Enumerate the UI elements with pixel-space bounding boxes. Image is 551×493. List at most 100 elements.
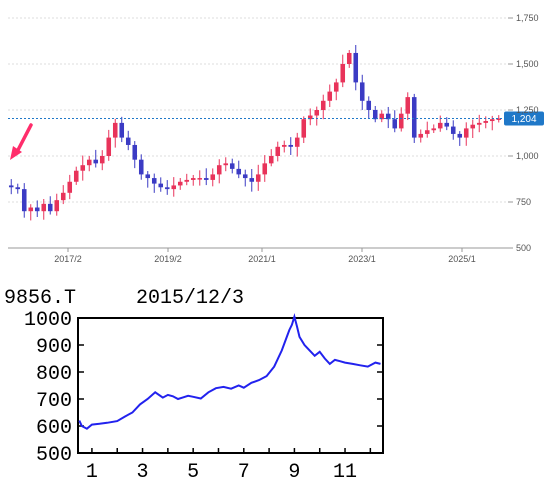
x-tick-label: 1 <box>86 461 98 484</box>
candle-body <box>216 165 222 175</box>
candle-body <box>164 187 170 190</box>
y-tick-label: 900 <box>36 336 72 359</box>
candle-body <box>268 156 274 164</box>
x-tick-label: 2025/1 <box>448 254 476 264</box>
candle-body <box>496 118 502 120</box>
candle-body <box>301 119 307 138</box>
candle-body <box>15 187 21 190</box>
x-tick-label: 2019/2 <box>154 254 182 264</box>
x-tick-label: 7 <box>238 461 250 484</box>
candle-body <box>457 133 463 138</box>
y-tick-label: 1,500 <box>516 59 539 69</box>
x-tick-label: 2017/2 <box>54 254 82 264</box>
chart-date: 2015/12/3 <box>136 287 244 310</box>
candle-body <box>366 100 372 110</box>
candlestick-series <box>8 44 502 221</box>
candle-body <box>444 122 450 127</box>
candle-body <box>119 122 125 138</box>
candle-body <box>320 100 326 110</box>
candle-body <box>54 200 60 212</box>
candle-body <box>249 178 255 182</box>
candle-body <box>47 203 53 212</box>
candle-body <box>171 185 177 190</box>
candle-body <box>476 122 482 125</box>
line-chart-tick-marks <box>78 317 383 454</box>
line-chart-y-tick-labels: 500 600 700 800 900 1000 <box>24 309 72 467</box>
y-tick-label: 500 <box>516 243 531 253</box>
candle-body <box>229 163 235 169</box>
candle-body <box>333 82 339 92</box>
candle-body <box>145 174 151 179</box>
line-chart-plot-frame <box>77 317 384 454</box>
x-tick-label: 9 <box>288 461 300 484</box>
candle-body <box>73 170 79 182</box>
candlestick-x-tick-labels: 2017/2 2019/2 2021/1 2023/1 2025/1 <box>54 254 476 264</box>
candle-body <box>158 183 164 188</box>
candle-body <box>392 119 398 129</box>
candle-body <box>223 163 229 166</box>
candle-body <box>489 119 495 122</box>
candle-body <box>28 207 34 212</box>
candle-body <box>340 64 346 83</box>
ticker-symbol: 9856.T <box>4 287 76 310</box>
x-tick-label: 5 <box>187 461 199 484</box>
candlestick-gridlines <box>8 17 513 252</box>
candlestick-y-tick-labels: 500 750 1,000 1,250 1,500 1,750 <box>516 13 539 253</box>
y-tick-label: 500 <box>36 444 72 467</box>
candle-body <box>80 165 86 171</box>
candle-body <box>398 113 404 129</box>
x-tick-label: 3 <box>137 461 149 484</box>
candle-body <box>8 185 14 188</box>
candle-body <box>41 203 47 212</box>
candle-body <box>99 156 105 164</box>
candle-body <box>281 144 287 147</box>
y-tick-label: 1,000 <box>516 151 539 161</box>
candle-body <box>307 115 313 120</box>
candle-body <box>255 174 261 182</box>
candle-body <box>197 178 203 180</box>
candle-body <box>288 144 294 147</box>
line-chart: 9856.T 2015/12/3 500 600 700 800 900 1000 1 3 5… <box>4 287 384 484</box>
candle-body <box>346 52 352 64</box>
candle-body <box>418 133 424 138</box>
candle-body <box>450 126 456 134</box>
candle-body <box>93 159 99 164</box>
candle-body <box>86 159 92 166</box>
y-tick-label: 600 <box>36 417 72 440</box>
current-price-badge: 1,204 <box>504 111 544 126</box>
candle-body <box>151 178 157 184</box>
candle-body <box>190 178 196 180</box>
y-tick-label: 1,250 <box>516 105 539 115</box>
x-tick-label: 2023/1 <box>348 254 376 264</box>
candle-body <box>424 130 430 134</box>
candle-body <box>327 91 333 101</box>
current-price-label: 1,204 <box>511 114 536 125</box>
candle-body <box>411 97 417 138</box>
candle-body <box>125 137 131 145</box>
y-tick-label: 750 <box>516 197 531 207</box>
x-tick-label: 11 <box>333 461 357 484</box>
y-tick-label: 800 <box>36 363 72 386</box>
candle-body <box>138 159 144 175</box>
candle-body <box>275 146 281 156</box>
candle-body <box>470 124 476 129</box>
candle-body <box>106 137 112 156</box>
candle-body <box>431 128 437 131</box>
candle-body <box>203 178 209 180</box>
candle-body <box>210 174 216 180</box>
candle-body <box>21 189 27 212</box>
y-tick-label: 1000 <box>24 309 72 332</box>
candle-body <box>184 179 190 182</box>
x-tick-label: 2021/1 <box>248 254 276 264</box>
candle-body <box>385 113 391 120</box>
arrow-marker-icon <box>10 123 33 160</box>
candle-body <box>314 110 320 116</box>
candle-body <box>132 144 138 160</box>
candle-body <box>353 52 359 83</box>
candle-body <box>379 113 385 120</box>
candle-body <box>262 163 268 175</box>
y-tick-label: 700 <box>36 390 72 413</box>
candle-body <box>359 82 365 101</box>
candle-body <box>294 137 300 147</box>
